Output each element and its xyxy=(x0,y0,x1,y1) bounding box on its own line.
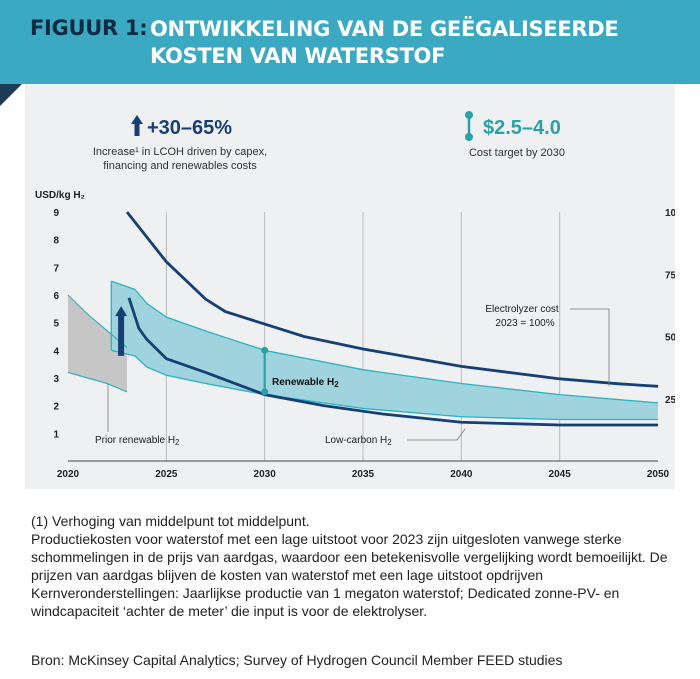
x-tick-label: 2030 xyxy=(254,469,277,480)
target-range-low-dot xyxy=(261,388,269,396)
increase-arrow-head xyxy=(115,306,128,317)
grid xyxy=(68,212,658,462)
figure-title: ONTWIKKELING VAN DE GEËGALISEERDE KOSTEN… xyxy=(150,17,619,68)
annotations: Electrolyzer cost 2023 = 100% Renewable H2… xyxy=(95,304,610,447)
electrolyzer-cost-line xyxy=(125,211,659,388)
y-left-tick-label: 7 xyxy=(53,263,59,274)
header-fold-corner xyxy=(0,84,22,106)
source-line: Bron: McKinsey Capital Analytics; Survey… xyxy=(31,652,563,668)
y-right-tick-label: 50 xyxy=(665,333,675,344)
prior-renewable-lower-line xyxy=(67,371,128,393)
x-tick-label: 2035 xyxy=(352,469,375,480)
y-right-tick-label: 25 xyxy=(665,395,675,406)
renewable-band xyxy=(111,281,659,420)
bands xyxy=(68,281,659,420)
x-tick-label: 2040 xyxy=(450,469,473,480)
target-desc: Cost target by 2030 xyxy=(469,147,565,159)
y-right-tick-label: 100% xyxy=(665,208,675,219)
x-tick-label: 2045 xyxy=(549,469,572,480)
up-arrow-icon xyxy=(131,115,143,136)
target-callout: $2.5–4.0 Cost target by 2030 xyxy=(465,111,565,159)
range-marker-icon xyxy=(465,111,473,141)
electrolyzer-label-line1: Electrolyzer cost xyxy=(485,304,559,315)
figure-header: FIGUUR 1: ONTWIKKELING VAN DE GEËGALISEE… xyxy=(0,0,700,84)
y-left-tick-label: 8 xyxy=(53,236,59,247)
electrolyzer-leader-line xyxy=(570,308,610,386)
markers xyxy=(115,306,269,396)
y-left-tick-label: 2 xyxy=(53,402,59,413)
chart-panel: +30–65% Increase¹ in LCOH driven by cape… xyxy=(25,84,675,489)
increase-desc-line1: Increase¹ in LCOH driven by capex, xyxy=(93,146,267,158)
y-axis-title: USD/kg H₂ xyxy=(35,190,85,201)
y-right-tick-label: 75 xyxy=(665,270,675,281)
series-lines xyxy=(67,211,659,427)
notes-body: Productiekosten voor waterstof met een l… xyxy=(31,531,668,619)
increase-desc-line2: financing and renewables costs xyxy=(103,160,257,172)
low-carbon-label: Low-carbon H2 xyxy=(325,435,392,447)
renewable-lower-line xyxy=(111,349,658,421)
renewable-label: Renewable H2 xyxy=(272,377,339,389)
cost-chart: +30–65% Increase¹ in LCOH driven by cape… xyxy=(35,111,675,480)
renewable-upper-line xyxy=(111,280,659,404)
y-left-tick-label: 5 xyxy=(53,319,59,330)
y-left-tick-label: 9 xyxy=(53,208,59,219)
x-tick-label: 2050 xyxy=(647,469,670,480)
electrolyzer-label-line2: 2023 = 100% xyxy=(495,318,554,329)
notes: (1) Verhoging van middelpunt tot middelp… xyxy=(31,512,681,620)
y-left-tick-label: 1 xyxy=(53,429,59,440)
y-left-tick-label: 6 xyxy=(53,291,59,302)
target-value: $2.5–4.0 xyxy=(483,117,561,139)
increase-value: +30–65% xyxy=(147,117,232,139)
prior-renewable-label: Prior renewable H2 xyxy=(95,435,180,447)
x-tick-label: 2025 xyxy=(155,469,178,480)
increase-arrow-shaft xyxy=(118,314,125,356)
ticks: 2020 2025 2030 2035 2040 2045 2050 1 2 3 4 5 6 7 8 9 100… xyxy=(53,208,675,480)
prior-renewable-upper-line xyxy=(67,294,128,349)
y-left-tick-label: 3 xyxy=(53,374,59,385)
prior-renewable-band xyxy=(68,295,127,392)
low-carbon-leader-line xyxy=(407,428,466,441)
y-left-tick-label: 4 xyxy=(53,346,59,357)
footnote: (1) Verhoging van middelpunt tot middelp… xyxy=(31,513,310,529)
increase-callout: +30–65% Increase¹ in LCOH driven by cape… xyxy=(93,115,267,172)
figure-label: FIGUUR 1: xyxy=(30,16,148,40)
target-range-high-dot xyxy=(261,346,269,354)
x-tick-label: 2020 xyxy=(57,469,80,480)
